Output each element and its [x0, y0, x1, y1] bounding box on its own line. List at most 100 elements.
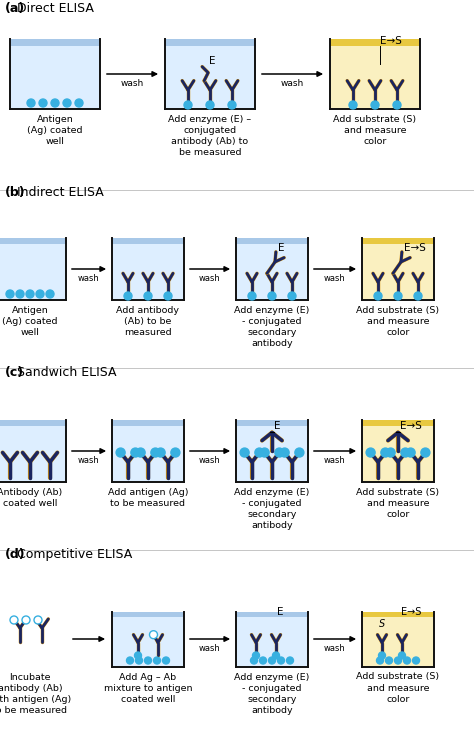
- Circle shape: [268, 292, 276, 300]
- Circle shape: [406, 448, 415, 457]
- Circle shape: [156, 448, 165, 457]
- Text: Add Ag – Ab
mixture to antigen
coated well: Add Ag – Ab mixture to antigen coated we…: [104, 672, 192, 704]
- Circle shape: [6, 290, 14, 298]
- Circle shape: [260, 448, 269, 457]
- Bar: [236, 238, 308, 300]
- Text: E→S: E→S: [400, 421, 422, 431]
- Circle shape: [376, 657, 383, 664]
- Circle shape: [268, 657, 275, 664]
- Bar: [362, 420, 434, 426]
- Circle shape: [151, 448, 160, 457]
- Circle shape: [250, 657, 257, 664]
- Text: (d): (d): [5, 548, 26, 561]
- Text: Antibody (Ab)
coated well: Antibody (Ab) coated well: [0, 488, 63, 508]
- Circle shape: [366, 448, 375, 457]
- Text: E: E: [278, 243, 284, 253]
- Circle shape: [10, 616, 18, 624]
- Circle shape: [51, 99, 59, 107]
- Bar: [362, 238, 434, 300]
- Circle shape: [27, 99, 35, 107]
- Circle shape: [75, 99, 83, 107]
- Circle shape: [116, 448, 125, 457]
- Bar: [112, 420, 184, 482]
- Bar: [0, 420, 66, 482]
- Text: (b): (b): [5, 186, 26, 199]
- Circle shape: [399, 652, 405, 659]
- Circle shape: [295, 448, 304, 457]
- Text: Add substrate (S)
and measure
color: Add substrate (S) and measure color: [333, 115, 417, 146]
- Bar: [10, 39, 100, 109]
- Text: Add enzyme (E)
- conjugated
secondary
antibody: Add enzyme (E) - conjugated secondary an…: [234, 672, 310, 715]
- Circle shape: [46, 290, 54, 298]
- Text: wash: wash: [199, 644, 221, 653]
- Circle shape: [154, 657, 161, 664]
- Text: wash: wash: [199, 456, 221, 465]
- Text: S: S: [379, 619, 385, 629]
- Circle shape: [273, 652, 280, 659]
- Text: wash: wash: [78, 274, 100, 283]
- Circle shape: [394, 292, 402, 300]
- Bar: [165, 39, 255, 46]
- Circle shape: [385, 657, 392, 664]
- Text: Add substrate (S)
and measure
color: Add substrate (S) and measure color: [356, 672, 439, 704]
- Bar: [362, 238, 434, 244]
- Circle shape: [403, 657, 410, 664]
- Circle shape: [381, 448, 390, 457]
- Circle shape: [288, 292, 296, 300]
- Bar: [330, 39, 420, 46]
- Circle shape: [136, 657, 143, 664]
- Circle shape: [171, 448, 180, 457]
- Circle shape: [401, 448, 410, 457]
- Text: Sandwich ELISA: Sandwich ELISA: [13, 366, 117, 379]
- Circle shape: [228, 101, 236, 109]
- Text: Incubate
antibody (Ab)
with antigen (Ag)
to be measured: Incubate antibody (Ab) with antigen (Ag)…: [0, 672, 71, 715]
- Bar: [165, 39, 255, 109]
- Bar: [236, 238, 308, 244]
- Bar: [112, 420, 184, 426]
- Circle shape: [16, 290, 24, 298]
- Bar: [112, 238, 184, 300]
- Bar: [236, 420, 308, 482]
- Text: E: E: [274, 421, 281, 431]
- Text: wash: wash: [78, 456, 100, 465]
- Circle shape: [374, 292, 382, 300]
- Circle shape: [286, 657, 293, 664]
- Bar: [0, 238, 66, 300]
- Circle shape: [206, 101, 214, 109]
- Bar: [236, 611, 308, 666]
- Circle shape: [379, 652, 385, 659]
- Text: wash: wash: [324, 274, 346, 283]
- Bar: [362, 611, 434, 617]
- Text: Add antigen (Ag)
to be measured: Add antigen (Ag) to be measured: [108, 488, 188, 508]
- Bar: [362, 420, 434, 482]
- Circle shape: [164, 292, 172, 300]
- Bar: [10, 39, 100, 46]
- Circle shape: [386, 448, 395, 457]
- Bar: [112, 238, 184, 244]
- Bar: [0, 238, 66, 244]
- Bar: [362, 611, 434, 666]
- Text: E: E: [277, 607, 283, 617]
- Circle shape: [135, 652, 142, 659]
- Circle shape: [371, 101, 379, 109]
- Circle shape: [414, 292, 422, 300]
- Bar: [112, 611, 184, 617]
- Text: E: E: [209, 56, 216, 65]
- Circle shape: [280, 448, 289, 457]
- Bar: [0, 420, 66, 426]
- Circle shape: [259, 657, 266, 664]
- Circle shape: [184, 101, 192, 109]
- Text: Add enzyme (E) –
conjugated
antibody (Ab) to
be measured: Add enzyme (E) – conjugated antibody (Ab…: [168, 115, 252, 157]
- Text: Add substrate (S)
and measure
color: Add substrate (S) and measure color: [356, 306, 439, 337]
- Text: E→S: E→S: [404, 243, 426, 253]
- Text: (c): (c): [5, 366, 24, 379]
- Text: Add enzyme (E)
- conjugated
secondary
antibody: Add enzyme (E) - conjugated secondary an…: [234, 306, 310, 349]
- Circle shape: [127, 657, 134, 664]
- Text: wash: wash: [324, 644, 346, 653]
- Circle shape: [248, 292, 256, 300]
- Circle shape: [22, 616, 30, 624]
- Circle shape: [39, 99, 47, 107]
- Circle shape: [412, 657, 419, 664]
- Circle shape: [145, 657, 152, 664]
- Circle shape: [26, 290, 34, 298]
